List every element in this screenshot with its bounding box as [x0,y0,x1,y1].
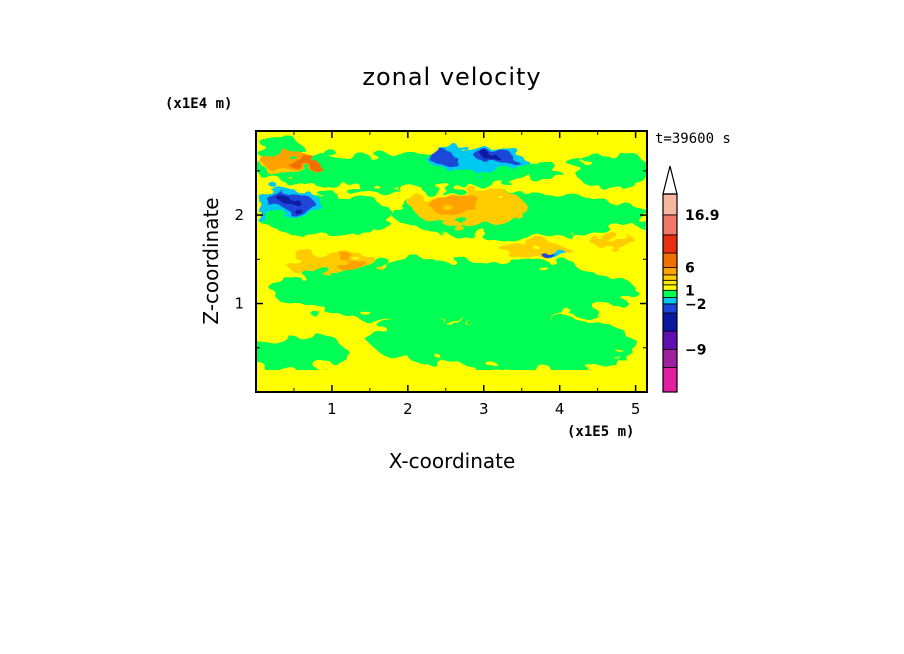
colorbar-level-14 [662,193,678,216]
colorbar-label: −2 [685,297,706,313]
x-scale-label: (x1E5 m) [567,424,634,440]
x-tick-label: 4 [555,400,565,418]
y-axis: 12 [234,170,647,349]
y-tick-label: 1 [234,295,244,313]
colorbar-label: 1 [685,283,695,299]
colorbar-level-5 [662,297,678,305]
heatmap-plot-area [256,131,647,392]
colorbar-level-1 [662,348,678,368]
contour-region-0 [271,259,636,322]
colorbar-level-2 [662,330,678,350]
x-tick-label: 5 [631,400,641,418]
colorbar-level-3 [662,312,678,332]
colorbar-extend-arrow [662,165,678,195]
y-tick-label: 2 [234,206,244,224]
colorbar-label: 16.9 [685,208,720,224]
contour-region-14 [590,234,636,249]
contour-region-7 [574,153,647,189]
colorbar-level-4 [662,303,678,314]
colorbar-level-0 [662,367,678,393]
contour-region-28 [483,154,499,162]
y-axis-label: Z-coordinate [199,197,223,324]
colorbar-level-8 [662,279,678,286]
x-axis-label: X-coordinate [389,449,516,473]
colorbar [662,165,678,393]
contour-region-16 [426,191,480,213]
contour-region-24 [428,151,456,164]
x-tick-label: 1 [327,400,337,418]
chart-title: zonal velocity [362,63,541,91]
colorbar-frame [662,193,678,393]
contour-region-17 [335,256,367,271]
x-axis: 1 2 3 4 5 [293,131,641,418]
colorbar-level-9 [662,274,678,281]
colorbar-level-12 [662,234,678,254]
contour-region-18 [286,155,317,169]
colorbar-level-11 [662,252,678,268]
contour-region-3 [369,316,461,362]
x-tick-label: 2 [403,400,413,418]
y-scale-label: (x1E4 m) [165,96,232,112]
colorbar-label: −9 [685,342,706,358]
plot-frame [255,130,648,393]
colorbar-labels: 16.9 6 1−2 −9 [685,208,720,358]
colorbar-level-13 [662,214,678,236]
contour-region-26 [542,251,555,259]
contour-region-27 [281,197,300,207]
contour-region-2 [256,334,348,370]
colorbar-level-7 [662,284,678,291]
x-tick-label: 3 [479,400,489,418]
time-label: t=39600 s [655,131,731,147]
colorbar-label: 6 [685,261,695,277]
colorbar-level-10 [662,267,678,276]
colorbar-level-6 [662,289,678,298]
contour-region-1 [423,316,636,370]
